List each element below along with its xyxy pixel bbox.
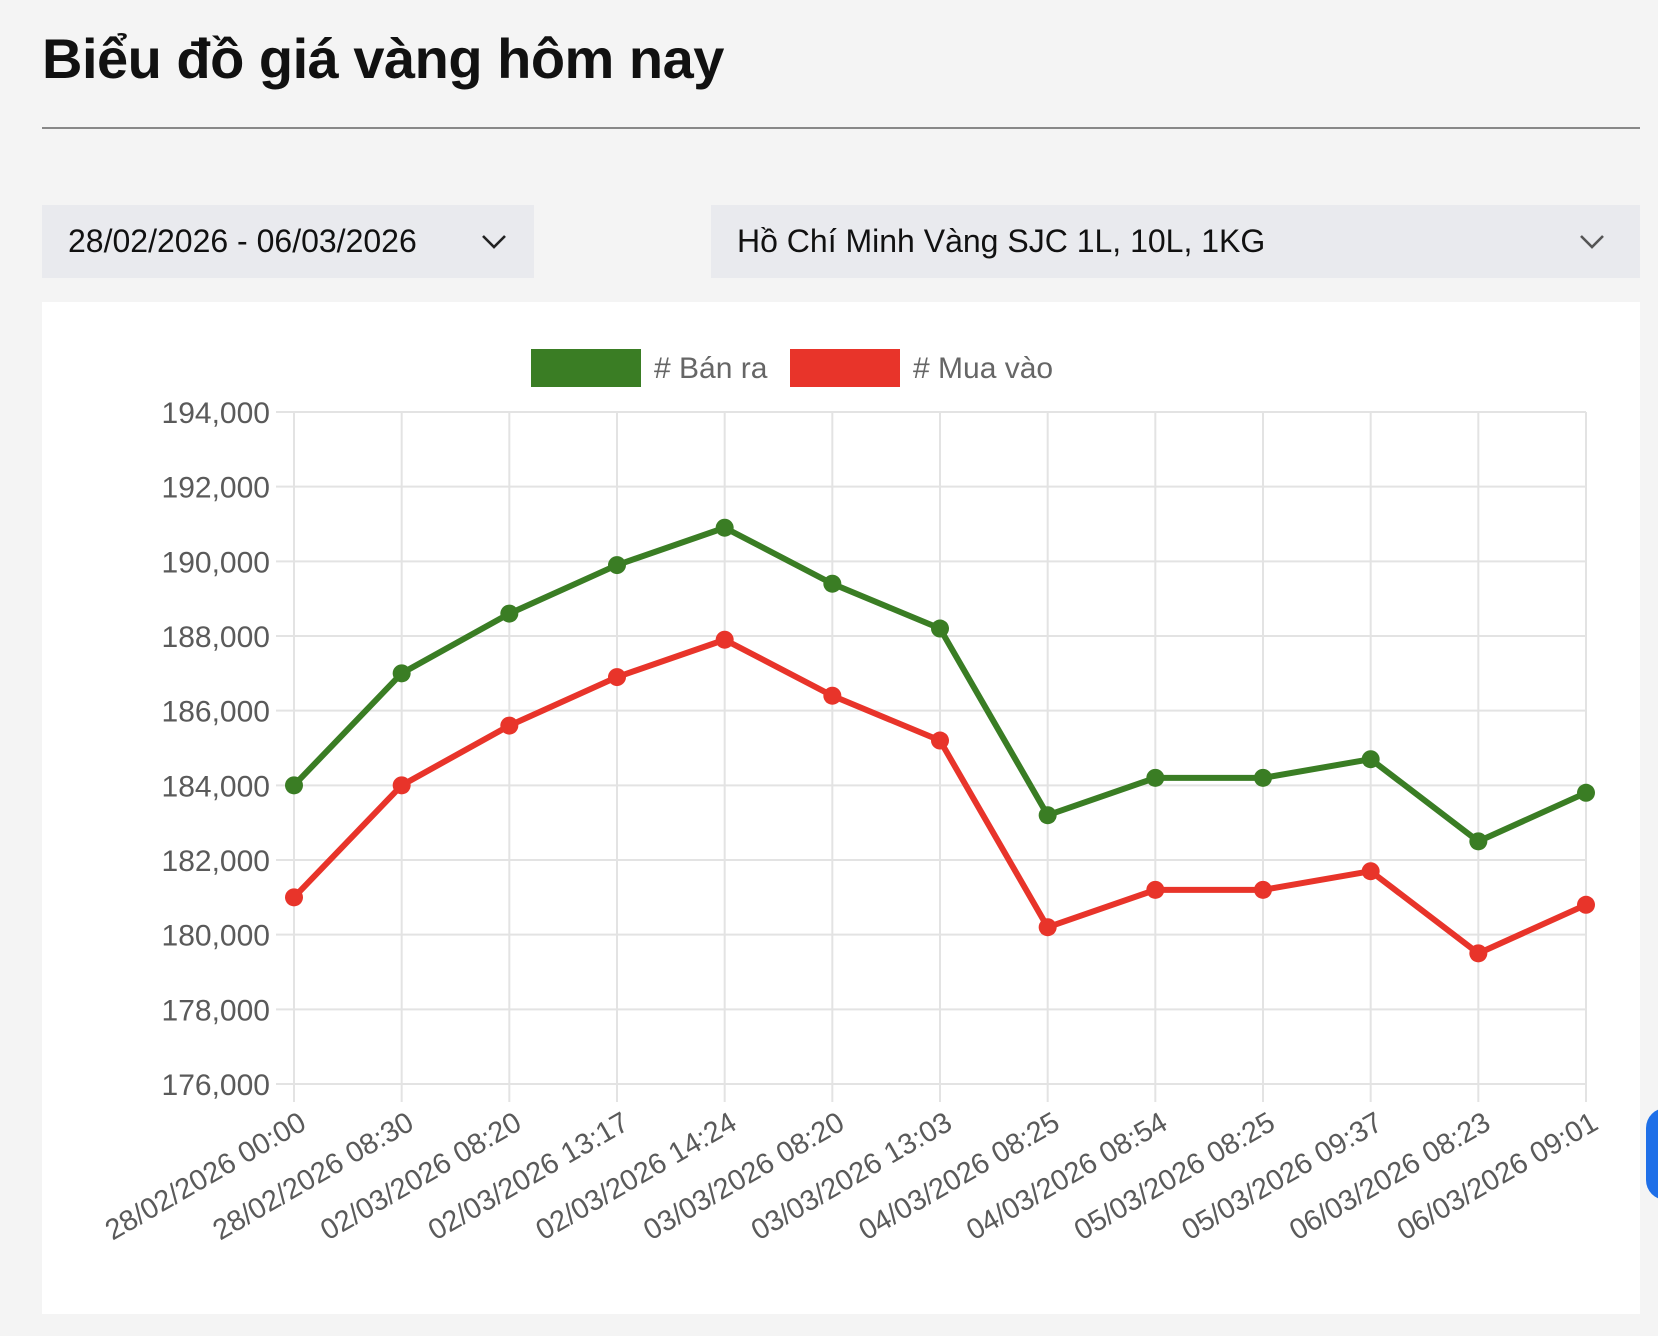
y-tick-label: 182,000 bbox=[162, 845, 270, 878]
data-point-sell bbox=[1361, 750, 1380, 769]
legend-label: # Mua vào bbox=[913, 352, 1053, 385]
floating-side-button[interactable] bbox=[1646, 1108, 1658, 1200]
title-divider bbox=[42, 127, 1640, 129]
x-tick-label: 06/03/2026 09:01 bbox=[1392, 1106, 1604, 1247]
data-point-sell bbox=[392, 664, 411, 683]
y-tick-label: 192,000 bbox=[162, 472, 270, 505]
legend-swatch bbox=[531, 349, 641, 387]
y-tick-label: 180,000 bbox=[162, 920, 270, 953]
y-tick-label: 190,000 bbox=[162, 546, 270, 579]
data-point-buy bbox=[1469, 944, 1488, 963]
data-point-sell bbox=[285, 776, 303, 795]
date-range-select[interactable]: 28/02/2026 - 06/03/2026 bbox=[42, 205, 534, 278]
data-point-sell bbox=[1577, 783, 1595, 802]
data-point-sell bbox=[1254, 768, 1272, 787]
data-point-buy bbox=[1361, 862, 1380, 881]
region-product-select[interactable]: Hồ Chí Minh Vàng SJC 1L, 10L, 1KG bbox=[711, 205, 1640, 278]
y-tick-label: 178,000 bbox=[162, 994, 270, 1027]
data-point-buy bbox=[823, 686, 842, 705]
region-product-value: Hồ Chí Minh Vàng SJC 1L, 10L, 1KG bbox=[737, 223, 1266, 259]
data-point-sell bbox=[608, 556, 626, 575]
chevron-down-icon bbox=[482, 234, 506, 249]
y-tick-label: 186,000 bbox=[162, 696, 270, 729]
y-tick-label: 194,000 bbox=[162, 397, 270, 430]
data-point-buy bbox=[1146, 880, 1165, 899]
y-tick-label: 184,000 bbox=[162, 770, 270, 803]
legend-swatch bbox=[790, 349, 900, 387]
gold-price-line-chart: 176,000 178,000 180,000 182,000 184,000 186,0… bbox=[100, 349, 1604, 1247]
data-point-buy bbox=[931, 731, 949, 750]
page-title: Biểu đồ giá vàng hôm nay bbox=[42, 27, 724, 90]
data-point-buy bbox=[1577, 895, 1595, 914]
data-point-sell bbox=[1038, 806, 1057, 825]
legend-label: # Bán ra bbox=[654, 352, 768, 385]
data-point-sell bbox=[1146, 768, 1165, 787]
data-point-sell bbox=[715, 518, 734, 537]
data-point-buy bbox=[715, 630, 734, 649]
data-point-buy bbox=[500, 716, 519, 735]
chart-card: 176,000 178,000 180,000 182,000 184,000 186,0… bbox=[42, 302, 1640, 1314]
data-point-sell bbox=[931, 619, 949, 638]
data-point-buy bbox=[285, 888, 303, 907]
chevron-down-icon bbox=[1580, 234, 1604, 249]
data-point-buy bbox=[1254, 880, 1272, 899]
data-point-buy bbox=[392, 776, 411, 795]
data-point-sell bbox=[500, 604, 519, 623]
data-point-sell bbox=[823, 574, 842, 593]
data-point-buy bbox=[1038, 918, 1057, 937]
data-point-sell bbox=[1469, 832, 1488, 851]
y-tick-label: 188,000 bbox=[162, 621, 270, 654]
y-tick-label: 176,000 bbox=[162, 1069, 270, 1102]
date-range-value: 28/02/2026 - 06/03/2026 bbox=[68, 223, 417, 259]
data-point-buy bbox=[608, 668, 626, 687]
